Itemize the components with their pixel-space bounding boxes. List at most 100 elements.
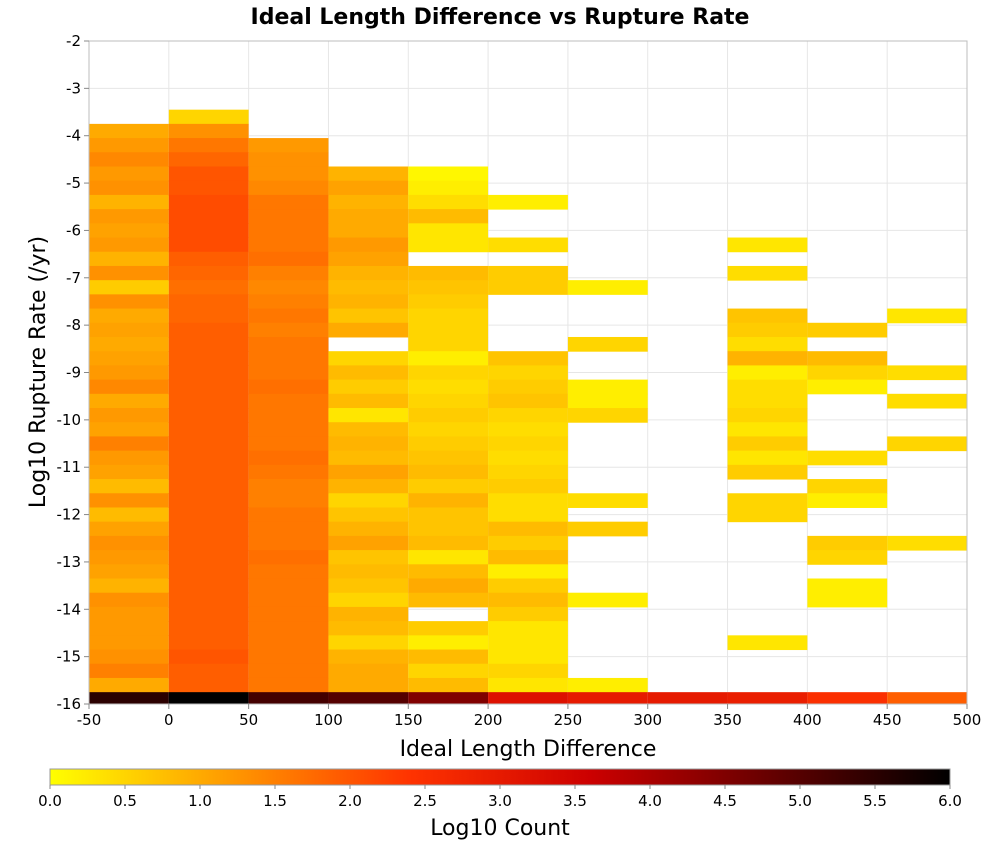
heatmap-cell xyxy=(408,535,489,551)
heatmap-cell xyxy=(248,479,329,494)
heatmap-cell xyxy=(168,408,249,423)
heatmap-cell xyxy=(248,223,329,239)
heatmap-cell xyxy=(727,393,808,409)
colorbar-tick-label: 6.0 xyxy=(938,792,962,810)
heatmap-cell xyxy=(168,493,249,508)
heatmap-cell xyxy=(168,194,249,210)
x-tick-label: 400 xyxy=(793,711,822,729)
heatmap-cell xyxy=(887,436,967,452)
heatmap-cell xyxy=(488,422,568,437)
heatmap-cell xyxy=(248,209,329,224)
heatmap-cell xyxy=(328,677,409,693)
heatmap-cell xyxy=(807,479,888,494)
heatmap-cell xyxy=(887,393,967,409)
heatmap-cell xyxy=(248,194,329,210)
heatmap-cell xyxy=(248,550,329,565)
heatmap-cell xyxy=(328,251,409,267)
heatmap-cell xyxy=(168,351,249,366)
heatmap-cell xyxy=(168,237,249,253)
heatmap-cell xyxy=(408,550,489,565)
x-tick-label: -50 xyxy=(77,711,102,729)
heatmap-cell xyxy=(328,606,409,622)
y-tick-label: -12 xyxy=(57,506,82,524)
heatmap-cell xyxy=(168,535,249,551)
heatmap-cell xyxy=(488,564,568,580)
heatmap-cell xyxy=(248,635,329,651)
heatmap-cell xyxy=(488,621,568,636)
y-tick-label: -9 xyxy=(66,364,81,382)
colorbar-tick-label: 5.0 xyxy=(788,792,812,810)
x-tick-label: 300 xyxy=(633,711,662,729)
heatmap-cell xyxy=(168,166,249,182)
heatmap-cell xyxy=(727,450,808,466)
colorbar-tick-label: 1.5 xyxy=(263,792,287,810)
heatmap-cell xyxy=(89,123,169,139)
heatmap-cell xyxy=(488,351,568,366)
heatmap-cell xyxy=(89,692,169,705)
heatmap-cell xyxy=(328,635,409,651)
y-tick-label: -15 xyxy=(57,648,82,666)
heatmap-cell xyxy=(89,351,169,366)
heatmap-cell xyxy=(408,365,489,381)
heatmap-cell xyxy=(727,365,808,381)
heatmap-cell xyxy=(248,592,329,608)
heatmap-cell xyxy=(89,251,169,267)
heatmap-cell xyxy=(328,294,409,310)
heatmap-cell xyxy=(89,223,169,239)
y-tick-label: -4 xyxy=(66,127,81,145)
heatmap-cell xyxy=(248,294,329,310)
heatmap-cell xyxy=(567,493,648,508)
heatmap-cell xyxy=(408,180,489,196)
heatmap-cell xyxy=(168,209,249,224)
heatmap-cell xyxy=(488,535,568,551)
heatmap-cell xyxy=(807,550,888,565)
heatmap-cell xyxy=(248,138,329,153)
colorbar xyxy=(49,768,951,786)
heatmap-cell xyxy=(328,521,409,537)
heatmap-cell xyxy=(727,308,808,324)
heatmap-cell xyxy=(408,223,489,239)
heatmap-cell xyxy=(328,649,409,665)
heatmap-cell xyxy=(168,550,249,565)
heatmap-cell xyxy=(328,479,409,494)
y-tick-label: -16 xyxy=(57,695,82,713)
heatmap-cell xyxy=(89,677,169,693)
heatmap-cell xyxy=(488,592,568,608)
colorbar-tick-label: 4.5 xyxy=(713,792,737,810)
heatmap-cell xyxy=(168,663,249,679)
y-axis-label: Log10 Rupture Rate (/yr) xyxy=(26,236,51,508)
heatmap-cell xyxy=(408,351,489,366)
heatmap-cell xyxy=(408,464,489,480)
heatmap-cell xyxy=(168,251,249,267)
heatmap-cell xyxy=(168,606,249,622)
heatmap-cell xyxy=(168,294,249,310)
heatmap-cell xyxy=(727,464,808,480)
heatmap-cell xyxy=(168,649,249,665)
heatmap-cell xyxy=(727,493,808,508)
heatmap-cell xyxy=(567,408,648,423)
x-axis-ticks: -50 0 50 100 150 200 250 300 350 400 450 500 xyxy=(77,704,981,729)
heatmap-cell xyxy=(328,365,409,381)
heatmap-cell xyxy=(248,436,329,452)
heatmap-cell xyxy=(328,393,409,409)
heatmap-cell xyxy=(488,450,568,466)
heatmap-cell xyxy=(168,692,249,705)
heatmap-cell xyxy=(168,152,249,167)
heatmap-cell xyxy=(248,393,329,409)
heatmap-cell xyxy=(807,535,888,551)
heatmap-cell xyxy=(248,649,329,665)
heatmap-cell xyxy=(488,237,568,253)
heatmap-cell xyxy=(168,436,249,452)
y-tick-label: -7 xyxy=(66,269,81,287)
x-axis-label: Ideal Length Difference xyxy=(400,737,657,762)
heatmap-cell xyxy=(89,464,169,480)
heatmap-cell xyxy=(168,578,249,594)
heatmap-cell xyxy=(807,322,888,338)
heatmap-cell xyxy=(89,507,169,523)
heatmap-cell xyxy=(408,621,489,636)
heatmap-cell xyxy=(488,280,568,295)
heatmap-cell xyxy=(408,280,489,295)
heatmap-cell xyxy=(168,393,249,409)
heatmap-cell xyxy=(408,294,489,310)
heatmap-cell xyxy=(328,692,409,705)
